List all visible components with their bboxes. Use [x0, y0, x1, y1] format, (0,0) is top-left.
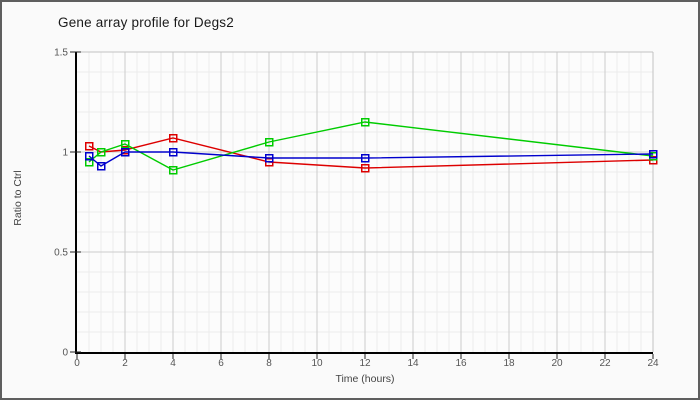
blue-series-marker — [648, 149, 658, 159]
x-tick-label: 16 — [455, 358, 467, 369]
blue-series-marker — [264, 153, 274, 163]
y-tick-label: 1.5 — [54, 48, 68, 59]
blue-series-marker — [168, 147, 178, 157]
y-tick-label: 0 — [62, 348, 68, 359]
green-series-marker — [120, 139, 130, 149]
x-tick-label: 20 — [551, 358, 563, 369]
green-series-marker — [96, 147, 106, 157]
green-series-marker — [84, 157, 94, 167]
x-tick-label: 12 — [359, 358, 371, 369]
x-tick-label: 2 — [122, 358, 128, 369]
blue-series-marker — [120, 147, 130, 157]
red-series-marker — [84, 141, 94, 151]
blue-series-marker — [96, 161, 106, 171]
x-tick-label: 10 — [311, 358, 323, 369]
blue-series-line — [88, 151, 654, 167]
green-series-marker — [264, 137, 274, 147]
x-tick-label: 4 — [170, 358, 176, 369]
blue-series-marker — [360, 153, 370, 163]
x-axis-title: Time (hours) — [335, 373, 395, 385]
x-tick-label: 0 — [74, 358, 80, 369]
green-series-line — [88, 121, 654, 171]
green-series-marker — [168, 165, 178, 175]
x-tick-label: 6 — [218, 358, 224, 369]
y-tick-label: 0.5 — [54, 248, 68, 259]
x-tick-label: 14 — [407, 358, 419, 369]
chart-title: Gene array profile for Degs2 — [58, 15, 234, 30]
x-tick-label: 18 — [503, 358, 515, 369]
red-series-marker — [168, 133, 178, 143]
x-tick-label: 8 — [266, 358, 272, 369]
y-tick-label: 1 — [62, 148, 68, 159]
green-series-marker — [360, 117, 370, 127]
red-series-marker — [360, 163, 370, 173]
blue-series-marker — [84, 151, 94, 161]
x-tick-label: 22 — [599, 358, 611, 369]
x-tick-label: 24 — [647, 358, 659, 369]
